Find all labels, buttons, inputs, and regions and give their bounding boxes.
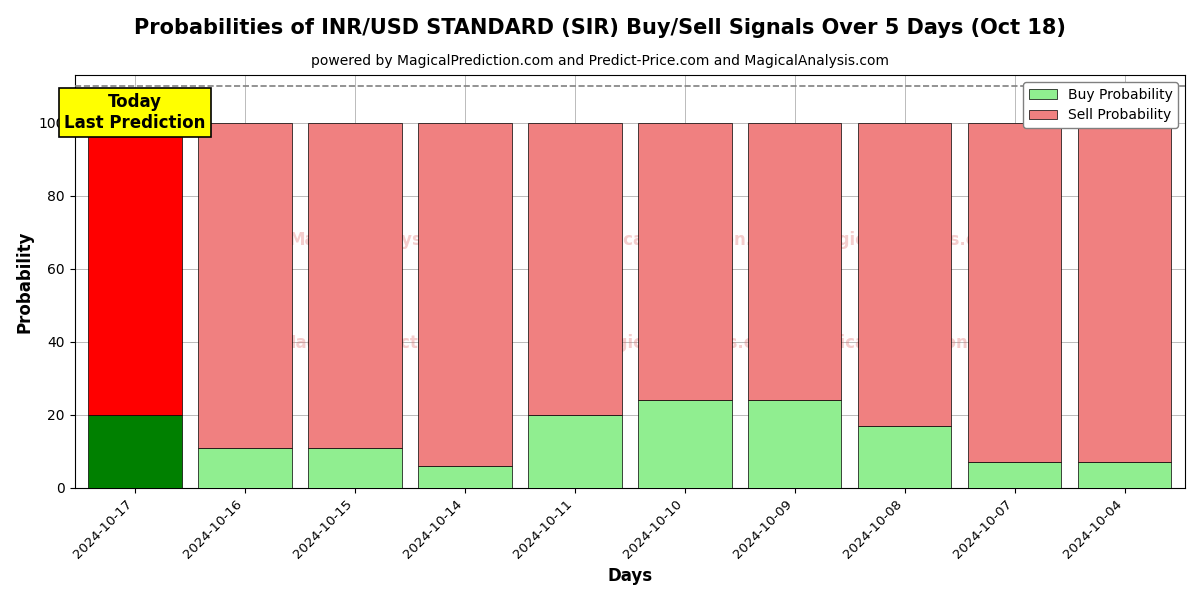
Bar xyxy=(308,122,402,448)
Text: Probabilities of INR/USD STANDARD (SIR) Buy/Sell Signals Over 5 Days (Oct 18): Probabilities of INR/USD STANDARD (SIR) … xyxy=(134,18,1066,38)
Legend: Buy Probability, Sell Probability: Buy Probability, Sell Probability xyxy=(1024,82,1178,128)
Bar xyxy=(748,122,841,400)
Text: powered by MagicalPrediction.com and Predict-Price.com and MagicalAnalysis.com: powered by MagicalPrediction.com and Pre… xyxy=(311,54,889,68)
Text: MagicalAnalysis.com: MagicalAnalysis.com xyxy=(588,334,782,352)
Bar xyxy=(1078,122,1171,463)
Bar xyxy=(968,463,1061,488)
Text: MagicalAnalysis.com: MagicalAnalysis.com xyxy=(810,231,1004,249)
Bar xyxy=(308,448,402,488)
Bar xyxy=(968,122,1061,463)
Bar xyxy=(638,122,732,400)
Bar xyxy=(858,122,952,426)
Bar xyxy=(528,122,622,415)
Bar xyxy=(748,400,841,488)
Text: Today
Last Prediction: Today Last Prediction xyxy=(65,93,206,132)
Bar xyxy=(419,122,511,466)
Text: MagicalPrediction.com: MagicalPrediction.com xyxy=(578,231,792,249)
Bar xyxy=(89,122,182,415)
Bar xyxy=(419,466,511,488)
Text: MagicalPrediction.com: MagicalPrediction.com xyxy=(800,334,1014,352)
Bar xyxy=(89,415,182,488)
Bar xyxy=(198,122,292,448)
Bar xyxy=(1078,463,1171,488)
Y-axis label: Probability: Probability xyxy=(16,230,34,333)
Bar xyxy=(198,448,292,488)
Bar xyxy=(858,426,952,488)
Text: MagicalPrediction.com: MagicalPrediction.com xyxy=(280,334,492,352)
Text: MagicalAnalysis.com: MagicalAnalysis.com xyxy=(288,231,482,249)
X-axis label: Days: Days xyxy=(607,567,653,585)
Bar xyxy=(638,400,732,488)
Bar xyxy=(528,415,622,488)
